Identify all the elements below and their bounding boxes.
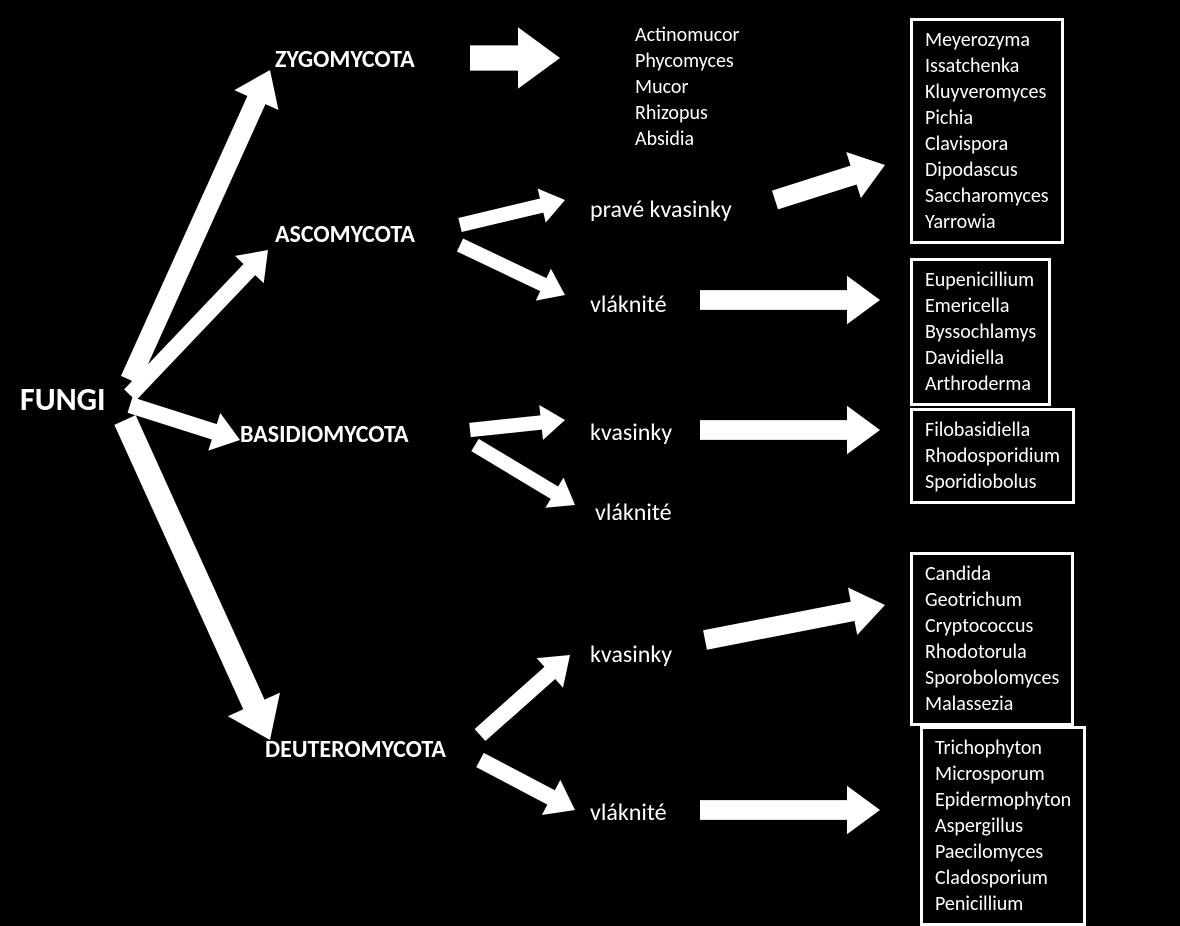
genera-asco-yeasts: MeyerozymaIssatchenkaKluyveromycesPichia… <box>910 18 1064 244</box>
genera-deutero-yeasts: CandidaGeotrichumCryptococcusRhodotorula… <box>910 552 1074 726</box>
subclass-basidio-vlaknite: vláknité <box>595 498 672 527</box>
genera-deutero-filamentous: TrichophytonMicrosporumEpidermophytonAsp… <box>920 726 1086 926</box>
subclass-deutero-kvasinky: kvasinky <box>590 640 672 669</box>
phylum-zygomycota: ZYGOMYCOTA <box>275 45 415 74</box>
phylum-basidiomycota: BASIDIOMYCOTA <box>240 420 409 449</box>
genera-asco-filamentous: EupenicilliumEmericellaByssochlamysDavid… <box>910 258 1051 406</box>
subclass-prave-kvasinky: pravé kvasinky <box>590 195 732 224</box>
subclass-deutero-vlaknite: vláknité <box>590 798 667 827</box>
phylum-deuteromycota: DEUTEROMYCOTA <box>265 735 446 764</box>
subclass-asco-vlaknite: vláknité <box>590 290 667 319</box>
genera-zygomycota: ActinomucorPhycomycesMucorRhizopusAbsidi… <box>635 22 740 152</box>
phylum-ascomycota: ASCOMYCOTA <box>275 220 415 249</box>
genera-basidio-yeasts: FilobasidiellaRhodosporidiumSporidiobolu… <box>910 408 1075 504</box>
subclass-basidio-kvasinky: kvasinky <box>590 418 672 447</box>
root-fungi: FUNGI <box>20 380 106 419</box>
